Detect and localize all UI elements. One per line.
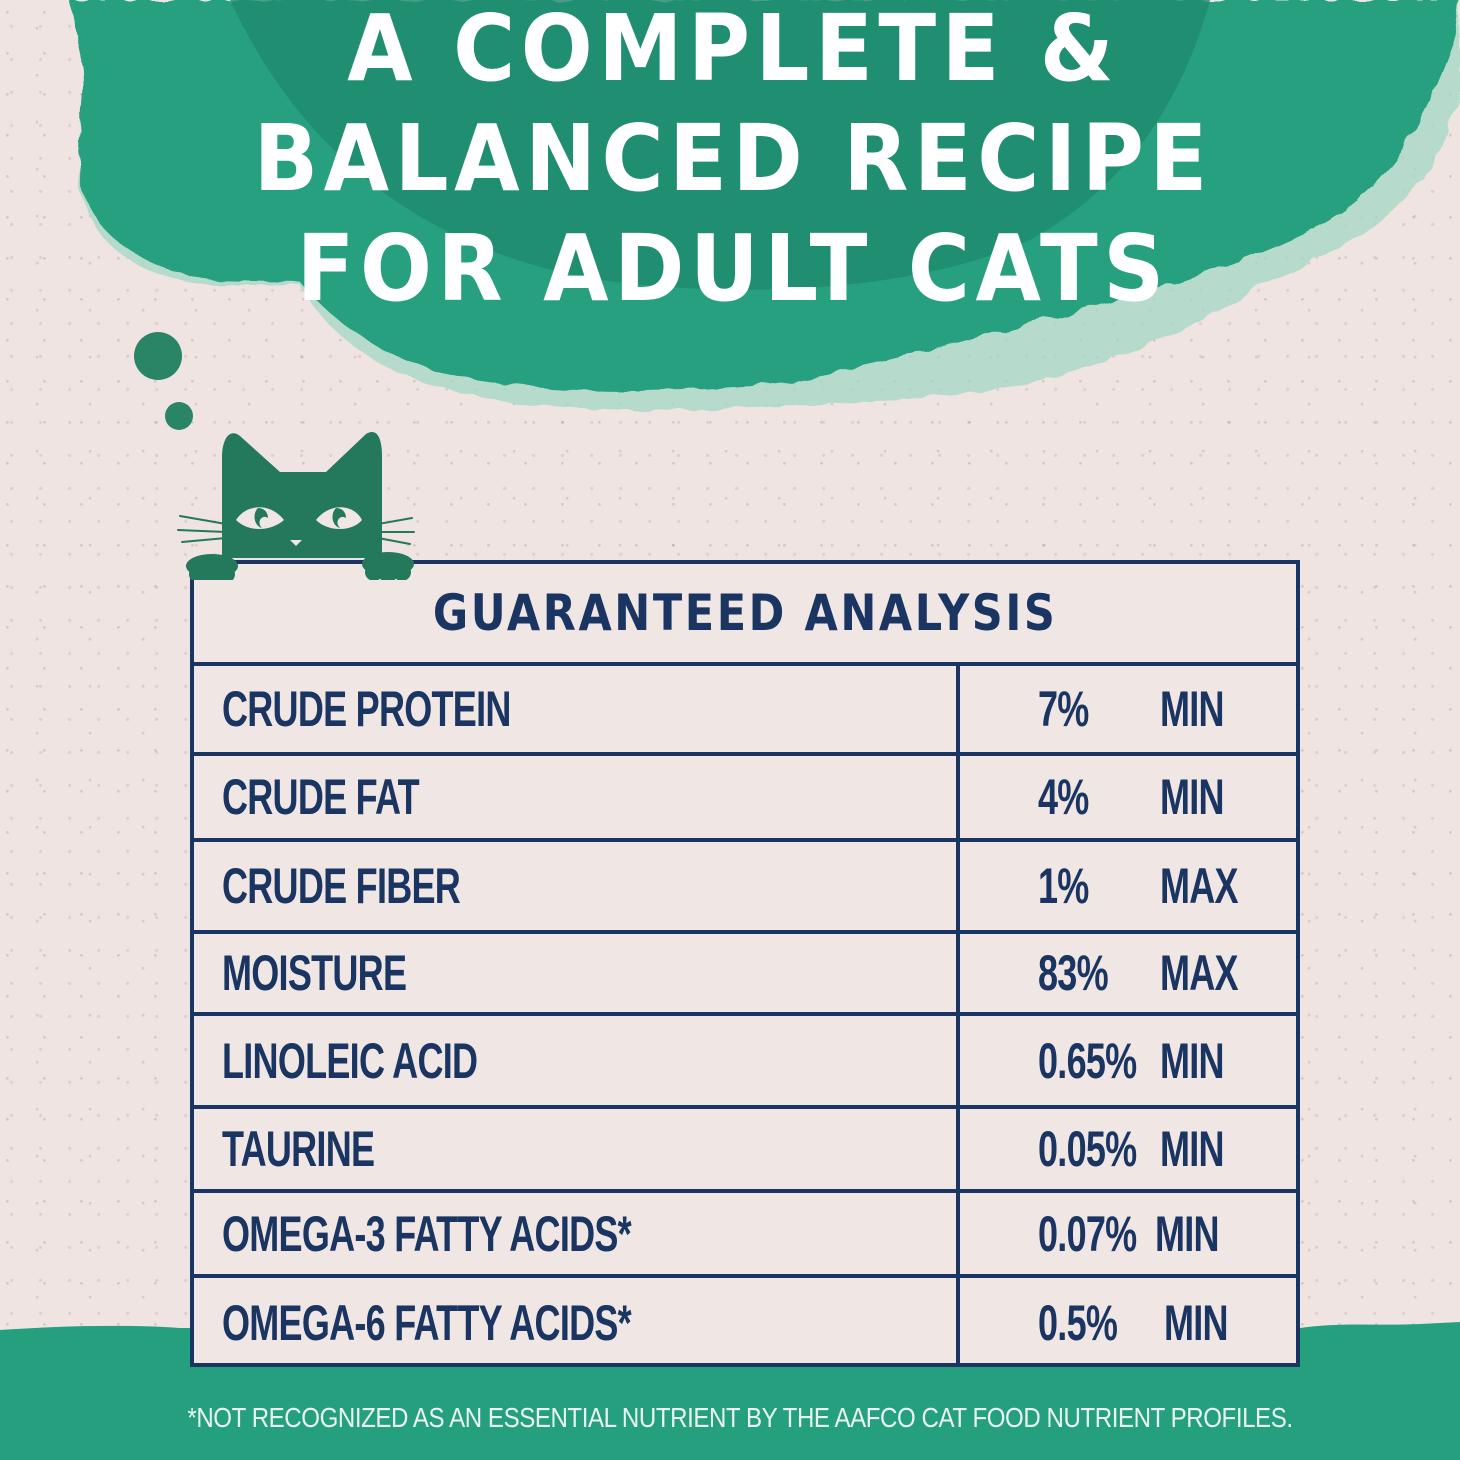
nutrient-value: 0.05% (1038, 1121, 1137, 1177)
table-row: OMEGA-3 FATTY ACIDS* 0.07% MIN (194, 1193, 1296, 1278)
nutrient-value: 0.07% (1038, 1205, 1137, 1262)
nutrient-unit: MIN (1155, 1205, 1220, 1262)
nutrient-unit: MIN (1160, 1032, 1225, 1089)
nutrient-unit: MIN (1164, 1294, 1229, 1351)
guaranteed-analysis-table: GUARANTEED ANALYSIS CRUDE PROTEIN 7% MIN … (190, 560, 1300, 1367)
table-title: GUARANTEED ANALYSIS (194, 564, 1296, 666)
nutrient-name: OMEGA-6 FATTY ACIDS* (222, 1294, 632, 1351)
nutrient-name: CRUDE FAT (222, 769, 420, 825)
nutrient-unit: MIN (1160, 769, 1225, 825)
nutrient-value: 83% (1038, 945, 1109, 1001)
nutrient-value: 4% (1038, 769, 1089, 825)
nutrient-value: 0.65% (1038, 1032, 1137, 1089)
table-row: CRUDE FIBER 1% MAX (194, 842, 1296, 934)
nutrient-value: 7% (1038, 681, 1089, 737)
table-row: CRUDE FAT 4% MIN (194, 756, 1296, 842)
table-row: MOISTURE 83% MAX (194, 934, 1296, 1016)
table-row: LINOLEIC ACID 0.65% MIN (194, 1016, 1296, 1109)
nutrient-name: CRUDE PROTEIN (222, 681, 511, 737)
nutrient-name: TAURINE (222, 1121, 375, 1177)
nutrient-name: MOISTURE (222, 945, 407, 1001)
headline-line-1: A COMPLETE & (347, 0, 1120, 102)
table-row: OMEGA-6 FATTY ACIDS* 0.5% MIN (194, 1278, 1296, 1367)
thought-bubble-small (165, 402, 193, 430)
headline: A COMPLETE & BALANCED RECIPE FOR ADULT C… (62, 0, 1405, 324)
nutrient-name: LINOLEIC ACID (222, 1032, 478, 1089)
headline-line-3: FOR ADULT CATS (296, 215, 1170, 322)
nutrient-name: OMEGA-3 FATTY ACIDS* (222, 1205, 632, 1262)
headline-line-2: BALANCED RECIPE (253, 105, 1213, 212)
table-row: CRUDE PROTEIN 7% MIN (194, 666, 1296, 756)
footnote: *NOT RECOGNIZED AS AN ESSENTIAL NUTRIENT… (187, 1402, 1293, 1433)
thought-bubble-large (134, 332, 182, 380)
table-row: TAURINE 0.05% MIN (194, 1109, 1296, 1193)
cat-icon (177, 432, 415, 580)
nutrient-value: 0.5% (1038, 1294, 1118, 1351)
nutrient-value: 1% (1038, 858, 1089, 914)
nutrient-unit: MAX (1160, 858, 1239, 914)
thought-cloud (70, 0, 1460, 411)
nutrient-unit: MAX (1160, 945, 1239, 1001)
nutrient-unit: MIN (1160, 1121, 1225, 1177)
nutrient-unit: MIN (1160, 681, 1225, 737)
nutrient-name: CRUDE FIBER (222, 858, 461, 914)
